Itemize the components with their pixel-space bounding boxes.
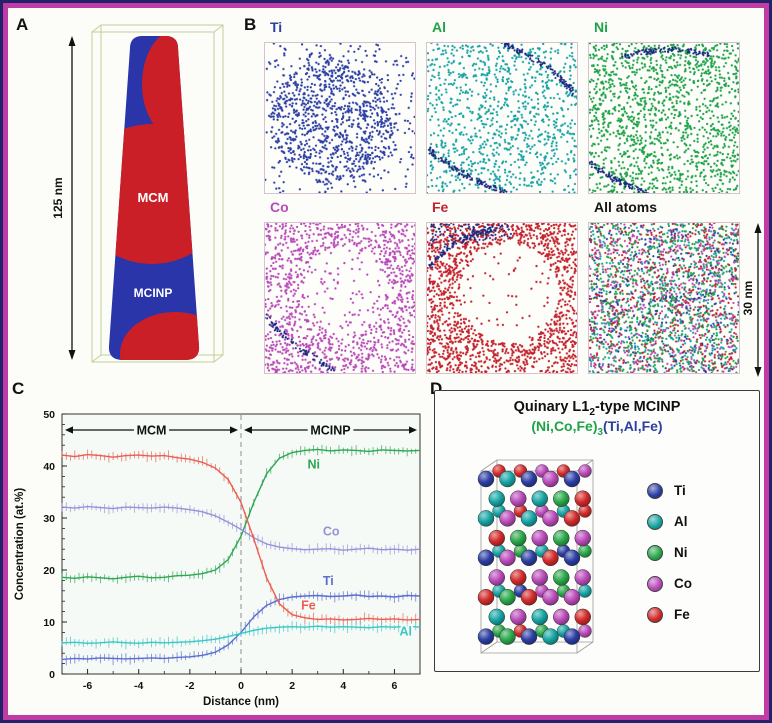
co-sphere-icon [647, 575, 663, 592]
crystal-structure-panel: Quinary L12-type MCINP (Ni,Co,Fe)3(Ti,Al… [434, 390, 760, 672]
ni-sphere-icon [647, 544, 663, 561]
svg-text:Concentration (at.%): Concentration (at.%) [14, 488, 26, 601]
svg-text:6: 6 [392, 680, 398, 692]
svg-text:MCINP: MCINP [310, 424, 350, 438]
legend-label-al: Al [674, 514, 688, 529]
formula-group-b: (Ti,Al,Fe) [602, 418, 663, 434]
svg-text:-6: -6 [83, 680, 92, 692]
svg-text:-2: -2 [185, 680, 194, 692]
legend-item-fe: Fe [647, 599, 692, 630]
atom-map-title-ni: Ni [594, 19, 608, 35]
crystal-title-subscript: 2 [589, 406, 595, 418]
panel-a-label: A [16, 15, 29, 34]
region-label-mcinp: MCINP [134, 286, 173, 300]
legend-item-al: Al [647, 506, 692, 537]
svg-text:Al: Al [400, 625, 413, 639]
svg-text:0: 0 [238, 680, 244, 692]
ti-sphere-icon [647, 482, 663, 499]
crystal-title-text: Quinary L1 [513, 399, 590, 415]
atom-map-ti [264, 42, 416, 194]
atom-map-title-all-atoms: All atoms [594, 199, 658, 215]
scale-arrow-30nm [754, 223, 762, 377]
panel-c-label: C [12, 379, 25, 398]
atom-map-all-atoms [588, 222, 740, 374]
legend-label-co: Co [674, 576, 692, 591]
svg-text:Co: Co [323, 525, 340, 539]
svg-text:4: 4 [340, 680, 346, 692]
atom-map-co [264, 222, 416, 374]
crystal-title: Quinary L12-type MCINP [435, 399, 759, 418]
svg-text:2: 2 [289, 680, 295, 692]
atom-map-fe [426, 222, 578, 374]
svg-text:-4: -4 [134, 680, 143, 692]
svg-text:Ni: Ni [307, 458, 320, 472]
svg-text:Ti: Ti [323, 574, 334, 588]
legend-label-ti: Ti [674, 483, 686, 498]
crystal-formula: (Ni,Co,Fe)3(Ti,Al,Fe) [435, 418, 759, 438]
bounding-box-wireframe [91, 24, 224, 363]
al-sphere-icon [647, 513, 663, 530]
series-fe: Fe [61, 449, 421, 626]
series-ni: Ni [61, 444, 421, 584]
series-al: Al [61, 621, 421, 650]
svg-text:50: 50 [43, 409, 55, 421]
region-label-mcm: MCM [137, 190, 168, 205]
atom-map-title-co: Co [270, 199, 289, 215]
scale-label-30nm: 30 nm [741, 280, 755, 316]
atom-map-title-al: Al [432, 19, 446, 35]
legend-item-co: Co [647, 568, 692, 599]
series-co: Co [61, 502, 421, 555]
svg-text:0: 0 [49, 669, 55, 681]
legend-item-ni: Ni [647, 537, 692, 568]
svg-text:Distance (nm): Distance (nm) [203, 696, 279, 708]
scale-label-125nm: 125 nm [51, 177, 65, 218]
svg-text:40: 40 [43, 461, 55, 473]
legend-label-ni: Ni [674, 545, 688, 560]
fe-sphere-icon [647, 606, 663, 623]
svg-text:Fe: Fe [301, 599, 316, 613]
element-legend: Ti Al Ni Co Fe [647, 475, 692, 630]
concentration-profile-chart: 0 10 20 30 40 50 -6 -4 -2 0 2 4 6 MCM MCINP Ni Co Ti Fe Al C… [14, 409, 421, 708]
legend-label-fe: Fe [674, 607, 690, 622]
svg-text:30: 30 [43, 513, 55, 525]
atom-map-al [426, 42, 578, 194]
figure: A MCM MCINP [3, 3, 769, 720]
crystal-title-suffix: -type MCINP [594, 399, 681, 415]
atom-map-title-fe: Fe [432, 199, 449, 215]
crystal-ball-model [477, 459, 594, 654]
svg-text:10: 10 [43, 617, 55, 629]
atom-map-title-ti: Ti [270, 19, 283, 35]
svg-text:MCM: MCM [137, 424, 167, 438]
formula-group-a: (Ni,Co,Fe) [531, 418, 598, 434]
apt-needle-reconstruction: MCM MCINP 125 nm [51, 24, 224, 363]
legend-item-ti: Ti [647, 475, 692, 506]
svg-text:20: 20 [43, 565, 55, 577]
scale-arrow-125nm: 125 nm [51, 36, 76, 360]
atom-map-ni [588, 42, 740, 194]
panel-b-label: B [244, 15, 257, 34]
series-ti: Ti [61, 572, 421, 666]
formula-subscript: 3 [597, 426, 603, 438]
